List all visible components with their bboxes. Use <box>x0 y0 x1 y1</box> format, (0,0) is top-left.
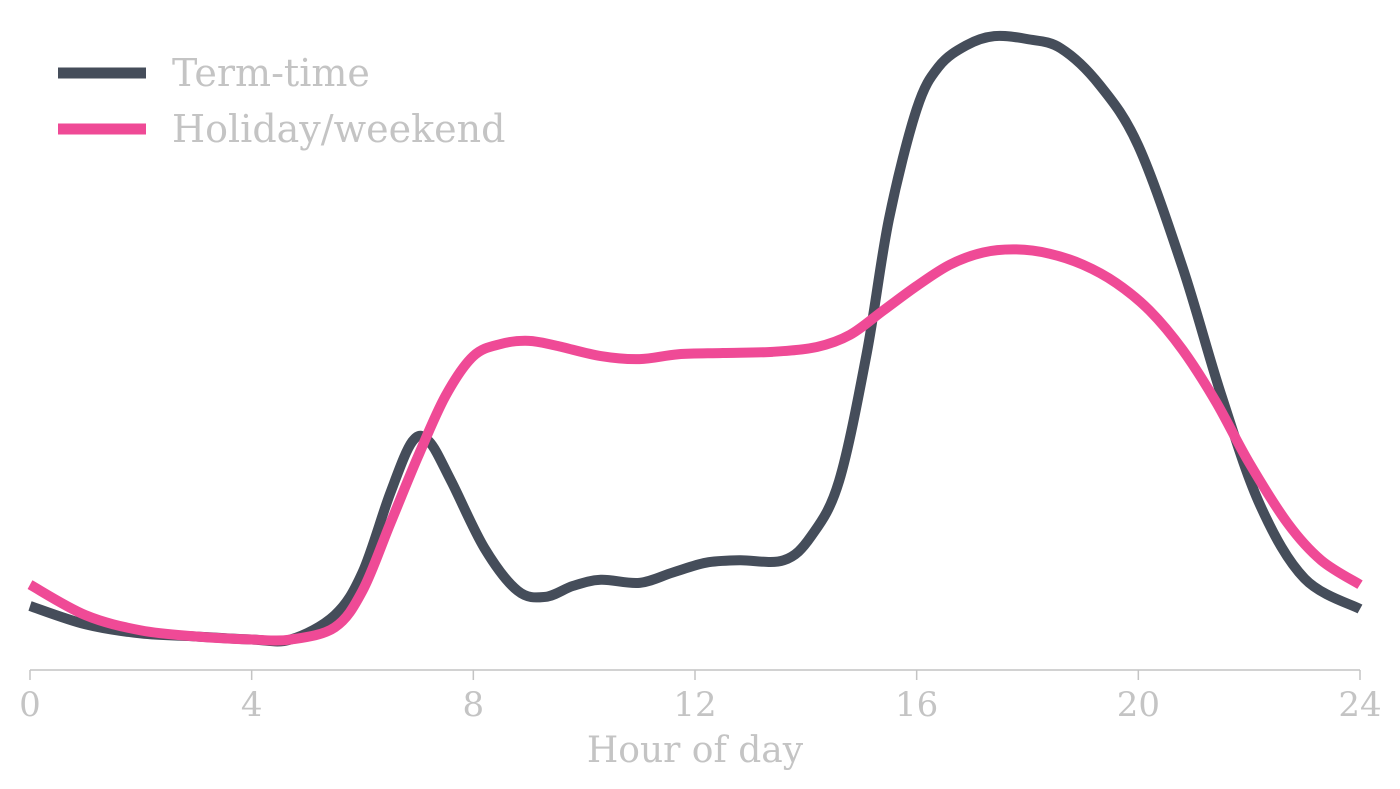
x-tick-label-16: 16 <box>895 685 938 725</box>
x-axis-label: Hour of day <box>587 730 804 771</box>
x-tick-label-24: 24 <box>1338 685 1381 725</box>
x-tick-label-20: 20 <box>1117 685 1160 725</box>
x-tick-label-12: 12 <box>673 685 716 725</box>
series-layer <box>27 30 1363 647</box>
legend: Term-time Holiday/weekend <box>58 51 505 151</box>
x-tick-label-4: 4 <box>241 685 263 725</box>
series-line-term-time <box>28 30 1363 647</box>
legend-label-holiday-weekend: Holiday/weekend <box>172 107 505 151</box>
x-tick-label-8: 8 <box>463 685 485 725</box>
series-line-holiday-weekend <box>27 244 1363 646</box>
x-tick-label-0: 0 <box>19 685 41 725</box>
legend-label-term-time: Term-time <box>172 51 370 95</box>
x-axis: 0 4 8 12 16 20 24 <box>19 669 1382 725</box>
